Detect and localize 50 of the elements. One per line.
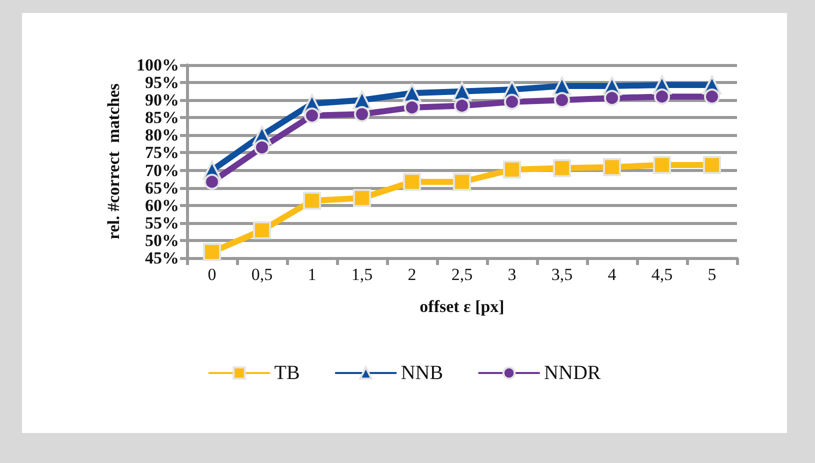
y-tick-label: 85% — [145, 108, 179, 128]
x-tick-label: 0,5 — [251, 265, 273, 284]
point — [504, 94, 520, 110]
point — [503, 160, 521, 179]
x-tick-label: 4,5 — [651, 265, 673, 284]
y-tick-label: 55% — [145, 213, 179, 232]
point — [204, 174, 220, 190]
x-tick-label: 1 — [308, 265, 316, 284]
legend-label: NNB — [400, 362, 444, 384]
point — [454, 98, 470, 114]
point — [254, 139, 270, 156]
y-tick-label: 95% — [145, 73, 179, 92]
x-tick-label: 2 — [408, 265, 416, 284]
point — [654, 88, 670, 105]
y-tick-label: 70% — [145, 160, 179, 180]
y-tick-label: 45% — [145, 248, 179, 268]
x-tick-label: 3,5 — [551, 265, 573, 284]
x-tick-label: 3 — [508, 265, 516, 284]
point — [303, 192, 321, 210]
point — [253, 221, 271, 240]
point — [603, 158, 621, 176]
point — [403, 172, 421, 191]
y-tick-label: 60% — [145, 196, 179, 215]
x-tick-label: 0 — [208, 265, 216, 284]
point — [304, 108, 320, 124]
point — [653, 156, 671, 174]
y-tick-label: 50% — [145, 230, 179, 250]
point — [704, 88, 720, 105]
point — [553, 159, 571, 178]
legend-label: NNDR — [544, 362, 602, 384]
y-tick-label: 75% — [145, 143, 179, 162]
point — [203, 243, 221, 262]
x-tick-label: 2,5 — [451, 265, 473, 284]
point — [353, 188, 371, 207]
x-tick-label: 1,5 — [351, 265, 373, 284]
x-tick-label: 4 — [608, 265, 617, 284]
y-tick-label: 100% — [136, 56, 179, 74]
point — [354, 106, 370, 122]
x-axis-title: offset ε [px] — [420, 297, 504, 316]
y-tick-label: 65% — [145, 178, 179, 198]
y-tick-label: 90% — [145, 90, 179, 110]
x-tick-label: 5 — [708, 265, 716, 284]
point — [703, 156, 721, 174]
point — [554, 92, 570, 108]
y-tick-label: 80% — [145, 126, 179, 145]
point — [604, 90, 620, 106]
point — [453, 172, 471, 191]
point — [404, 99, 420, 116]
y-axis-title: rel. #correct matches — [104, 83, 123, 240]
legend-label: TB — [274, 362, 300, 384]
